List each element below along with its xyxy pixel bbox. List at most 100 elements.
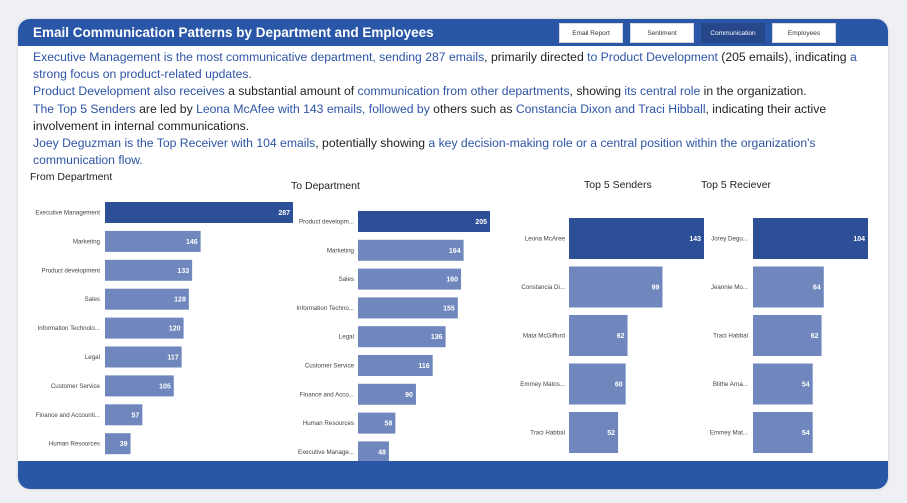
summary-segment: are led by: [135, 101, 197, 116]
value-label: 164: [449, 248, 461, 255]
value-label: 54: [802, 382, 810, 389]
bar[interactable]: [105, 230, 201, 252]
summary-segment: , potentially showing: [315, 136, 429, 151]
value-label: 39: [120, 441, 128, 448]
bar[interactable]: [753, 266, 824, 308]
summary-segment: Product Development also receives: [33, 84, 225, 99]
bar[interactable]: [358, 268, 462, 290]
bar[interactable]: [753, 315, 822, 356]
bar[interactable]: [105, 317, 184, 339]
category-label: Jeannie Mo...: [711, 284, 748, 291]
bar[interactable]: [105, 375, 174, 397]
bar[interactable]: [569, 266, 663, 308]
category-label: Product development: [42, 267, 101, 274]
category-label: Sales: [85, 296, 100, 303]
bar-chart-2: Leona McAree 143 Constancia Di... 99 Mata Mc…: [520, 218, 704, 453]
category-label: Information Techno...: [296, 305, 354, 312]
summary-segment: Joey Deguzman is the Top Receiver with 1…: [33, 136, 316, 151]
category-label: Sales: [339, 276, 354, 283]
bar[interactable]: [358, 297, 458, 319]
category-label: Blithe Arna...: [713, 381, 748, 388]
bar[interactable]: [753, 363, 813, 405]
summary-segment: The Top 5 Senders: [33, 101, 136, 116]
category-label: Mata McGifford: [523, 333, 566, 340]
summary-segment: , primarily directed: [484, 50, 588, 64]
value-label: 136: [431, 334, 443, 341]
bar[interactable]: [105, 433, 131, 455]
summary-segment: Constancia Dixon and Traci Hibball: [515, 101, 706, 116]
dashboard-card: Email Communication Patterns by Departme…: [18, 19, 888, 489]
footer-bar: [18, 461, 888, 489]
bar[interactable]: [105, 259, 193, 281]
from-department-title: From Department: [30, 171, 113, 183]
category-label: Constancia Di...: [521, 284, 565, 291]
value-label: 146: [186, 239, 198, 246]
category-label: Jorey Degu...: [711, 236, 748, 243]
bar[interactable]: [569, 363, 626, 405]
category-label: Marketing: [327, 247, 355, 254]
category-label: Customer Service: [51, 383, 101, 390]
summary-paragraph-product: Product Development also receives a subs…: [33, 83, 881, 100]
value-label: 128: [174, 297, 186, 304]
bar[interactable]: [753, 218, 868, 259]
value-label: 133: [177, 268, 189, 275]
bar-chart-1: Product developm... 205 Marketing 164 Sales 1…: [296, 211, 490, 463]
summary-segment: its central role: [624, 84, 701, 99]
summary-segment: , indicating their active involvement in…: [33, 101, 827, 133]
tab-communication[interactable]: Communication: [701, 23, 765, 43]
summary-paragraph-receiver: Joey Deguzman is the Top Receiver with 1…: [33, 135, 881, 169]
bar[interactable]: [358, 355, 433, 376]
summary-segment: a substantial amount of: [224, 84, 358, 99]
summary-segment: Leona McAfee with 143 emails, followed b…: [196, 101, 430, 116]
value-label: 62: [617, 333, 625, 340]
tab-sentiment[interactable]: Sentiment: [630, 23, 694, 43]
tab-employees[interactable]: Employees: [772, 23, 836, 43]
bar[interactable]: [358, 326, 446, 348]
bar[interactable]: [569, 412, 619, 453]
category-label: Customer Service: [305, 363, 355, 370]
summary-segment: , showing: [569, 84, 625, 99]
top-receivers-title: Top 5 Reciever: [701, 179, 772, 191]
summary-segment: in the organization.: [700, 84, 807, 99]
category-label: Leona McAree: [525, 236, 566, 243]
value-label: 287: [278, 210, 290, 217]
category-label: Executive Management: [35, 210, 100, 217]
bar[interactable]: [358, 211, 490, 232]
bar[interactable]: [358, 239, 464, 261]
bar[interactable]: [358, 441, 389, 463]
category-label: Human Resources: [303, 420, 354, 427]
summary-paragraph-executive: Executive Management is the most communi…: [33, 49, 881, 83]
summary-segment: a key decision-making role or a central …: [33, 136, 816, 168]
summary-segment: others such as: [429, 101, 516, 116]
tab-email-report[interactable]: Email Report: [559, 23, 623, 43]
value-label: 62: [811, 333, 819, 340]
category-label: Information Technolo...: [38, 325, 101, 332]
value-label: 205: [475, 219, 487, 226]
bar[interactable]: [358, 383, 416, 405]
summary-segment: to Product Development: [587, 50, 718, 64]
bar[interactable]: [105, 202, 293, 223]
bar[interactable]: [569, 315, 628, 356]
category-label: Emmey Mat...: [710, 430, 748, 437]
bar[interactable]: [753, 412, 813, 453]
value-label: 116: [418, 363, 429, 370]
to-department-title: To Department: [291, 180, 360, 192]
bar[interactable]: [105, 288, 189, 310]
bar-chart-3: Jorey Degu... 104 Jeannie Mo... 64 Traci Hab…: [710, 218, 868, 453]
value-label: 99: [652, 285, 660, 292]
bar[interactable]: [569, 218, 704, 259]
category-label: Product developm...: [299, 219, 354, 226]
header-bar: Email Communication Patterns by Departme…: [18, 19, 888, 46]
value-label: 64: [813, 285, 821, 292]
bar[interactable]: [105, 404, 143, 426]
value-label: 54: [802, 430, 810, 437]
summary-segment: a strong focus on product-related update…: [33, 50, 857, 82]
bar[interactable]: [358, 412, 396, 434]
charts-area: Executive Management 287 Marketing 146 Produ…: [35, 202, 868, 463]
value-label: 48: [378, 449, 386, 456]
summary-segment: (205 emails), indicating: [717, 50, 850, 64]
summary-text: Executive Management is the most communi…: [33, 49, 881, 169]
bar-chart-0: Executive Management 287 Marketing 146 Produ…: [35, 202, 293, 455]
bar[interactable]: [105, 346, 182, 368]
value-label: 120: [169, 326, 181, 333]
